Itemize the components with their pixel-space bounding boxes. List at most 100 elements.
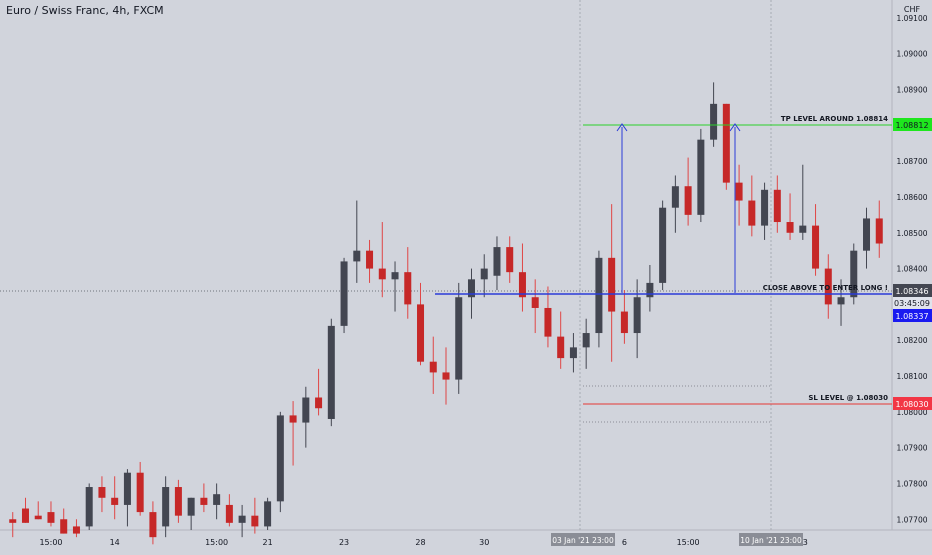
candle xyxy=(136,461,144,516)
candle xyxy=(391,261,399,312)
candle-body-up xyxy=(582,333,590,348)
candle xyxy=(123,469,131,527)
candle-body-up xyxy=(697,139,705,215)
candle-body-down xyxy=(429,361,437,373)
candle xyxy=(620,290,628,344)
candle xyxy=(238,504,246,538)
candle xyxy=(276,411,284,513)
candle-body-up xyxy=(391,272,399,280)
date-badge-1: 03 Jan '21 23:00 xyxy=(551,533,615,546)
candle-body-up xyxy=(480,268,488,280)
candle-body-down xyxy=(47,512,55,523)
y-tick-label: 1.08100 xyxy=(896,372,927,381)
candle-body-down xyxy=(21,508,29,523)
candle-body-down xyxy=(366,250,374,269)
svg-text:03:45:09: 03:45:09 xyxy=(894,299,930,308)
candle-body-up xyxy=(238,515,246,523)
current-price-badge: 1.08337 xyxy=(893,309,932,322)
candle xyxy=(404,247,412,319)
candle xyxy=(149,501,157,545)
tp-label: TP LEVEL AROUND 1.08814 xyxy=(781,115,888,123)
candle-body-up xyxy=(467,279,475,298)
candle-body-down xyxy=(315,397,323,409)
candle xyxy=(722,103,730,190)
candle xyxy=(442,347,450,405)
candle xyxy=(200,483,208,513)
date-badge-2: 10 Jan '21 23:00 xyxy=(739,533,803,546)
x-tick-label: 14 xyxy=(110,538,120,547)
candle-body-down xyxy=(289,415,297,423)
candle-body-down xyxy=(378,268,386,280)
candle xyxy=(786,193,794,240)
candle-body-up xyxy=(327,325,335,419)
candle-body-down xyxy=(608,257,616,312)
candle xyxy=(506,236,514,283)
candle xyxy=(799,164,807,240)
candle-body-down xyxy=(722,103,730,183)
candle xyxy=(187,497,195,530)
candle xyxy=(429,336,437,394)
candle xyxy=(174,479,182,523)
x-tick-label: 15:00 xyxy=(39,538,62,547)
svg-text:1.08337: 1.08337 xyxy=(895,312,928,321)
candle-body-up xyxy=(646,282,654,298)
candle xyxy=(315,368,323,416)
candle-body-up xyxy=(276,415,284,502)
target-arrow-right xyxy=(729,123,741,293)
candle xyxy=(863,207,871,269)
candle-body-down xyxy=(875,218,883,244)
candle xyxy=(162,476,170,538)
candle xyxy=(850,243,858,305)
candle-body-down xyxy=(417,304,425,362)
svg-text:10 Jan '21 23:00: 10 Jan '21 23:00 xyxy=(740,536,802,545)
price-axis[interactable]: 1.09100 1.09000 1.08900 1.08700 1.08600 1.085… xyxy=(896,14,927,524)
candle xyxy=(608,204,616,362)
candle-body-down xyxy=(72,526,80,534)
candle xyxy=(21,497,29,523)
candle-body-down xyxy=(200,497,208,505)
candle-body-up xyxy=(799,225,807,233)
candle xyxy=(595,250,603,348)
candles-group xyxy=(9,82,883,545)
candle xyxy=(251,497,259,534)
x-tick-label: 28 xyxy=(415,538,425,547)
candle xyxy=(480,254,488,298)
svg-text:1.08346: 1.08346 xyxy=(895,287,928,296)
currency-label: CHF xyxy=(904,5,921,14)
candle-body-down xyxy=(60,519,68,534)
candle-body-up xyxy=(863,218,871,251)
sl-price-badge: 1.08030 xyxy=(893,397,932,410)
candle-body-up xyxy=(353,250,361,262)
candle xyxy=(378,222,386,298)
candle xyxy=(773,175,781,233)
candle xyxy=(569,333,577,373)
candle-body-down xyxy=(174,487,182,516)
candle-body-up xyxy=(633,297,641,334)
candle-body-down xyxy=(748,200,756,226)
candle-body-up xyxy=(710,103,718,140)
candle xyxy=(60,508,68,534)
candle xyxy=(748,175,756,237)
candle xyxy=(340,257,348,334)
candle xyxy=(493,236,501,291)
candle-body-down xyxy=(98,487,106,498)
target-arrow-left xyxy=(616,123,628,293)
candle-body-up xyxy=(659,207,667,283)
candle xyxy=(659,200,667,291)
y-tick-label: 1.07700 xyxy=(896,515,927,524)
candle xyxy=(812,204,820,276)
candle xyxy=(302,386,310,448)
candle xyxy=(837,279,845,326)
y-tick-label: 1.08500 xyxy=(896,229,927,238)
candle xyxy=(366,239,374,283)
x-tick-label: 21 xyxy=(263,538,273,547)
y-tick-label: 1.07900 xyxy=(896,444,927,453)
candle xyxy=(824,254,832,319)
candle-body-down xyxy=(506,247,514,273)
candle-body-down xyxy=(773,189,781,223)
candle xyxy=(417,282,425,366)
candle xyxy=(98,476,106,513)
candle xyxy=(697,128,705,223)
